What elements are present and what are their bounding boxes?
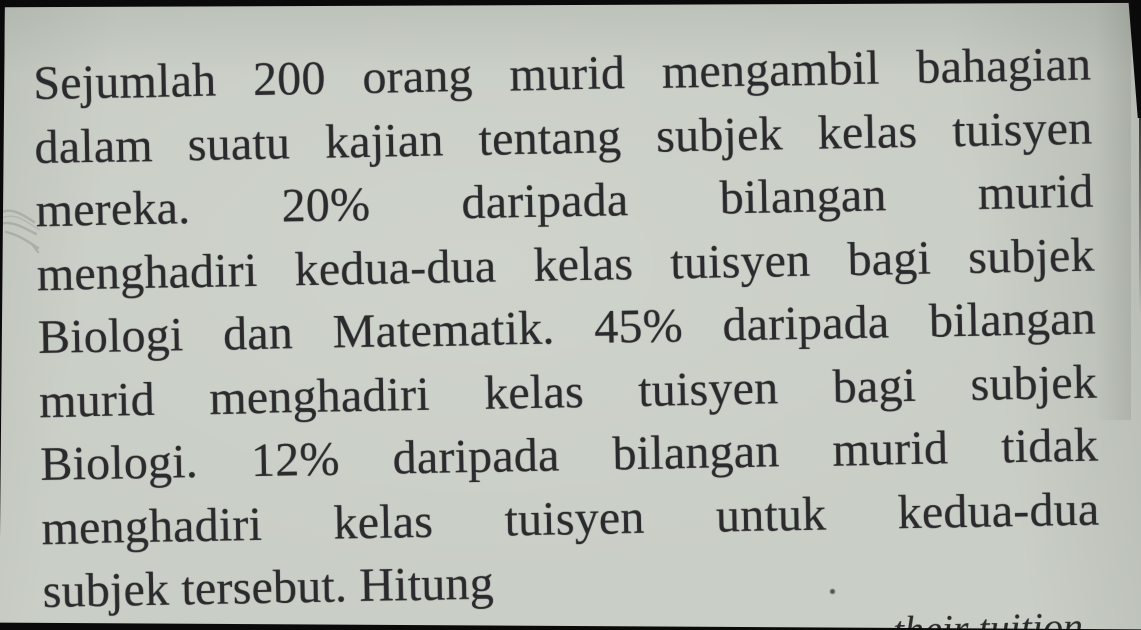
photo-edge-left bbox=[0, 0, 5, 630]
ink-dot bbox=[830, 589, 835, 594]
problem-text-block: Sejumlah 200 orang murid mengambil bahag… bbox=[33, 33, 1101, 624]
right-edge-shadow bbox=[1095, 0, 1131, 420]
photo-edge-right-thin bbox=[1139, 100, 1141, 315]
partial-translation-text-cutoff: their tuition bbox=[892, 603, 1084, 630]
photo-edge-top bbox=[0, 0, 1141, 8]
pencil-scribble-mark bbox=[0, 209, 41, 254]
